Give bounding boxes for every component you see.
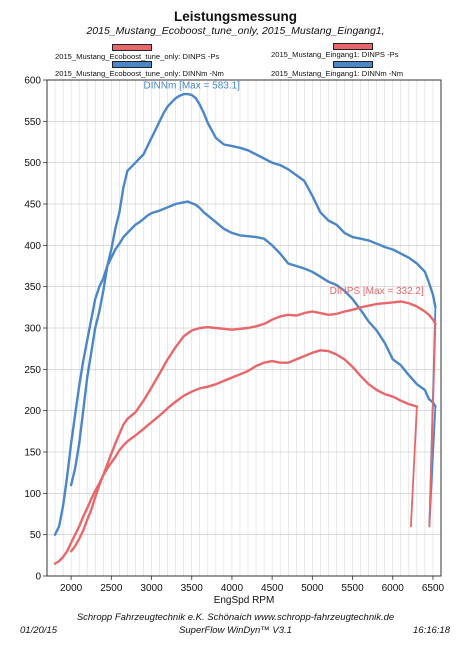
x-tick-label: 2000 [60, 583, 83, 594]
footer-date: 01/20/15 [20, 625, 57, 636]
annotation-0: DINNm [Max = 583.1] [144, 80, 241, 91]
series-line-3 [69, 300, 437, 553]
annotation-1: DINPS [Max = 332.2] [330, 286, 424, 297]
y-tick-label: 50 [30, 530, 42, 541]
y-tick-label: 500 [24, 158, 41, 169]
legend-swatch-tune-ps [112, 44, 152, 51]
legend-swatch-eingang-ps [333, 43, 373, 50]
y-tick-label: 450 [24, 200, 41, 211]
x-tick-label: 6000 [382, 583, 405, 594]
x-tick-label: 5500 [341, 583, 364, 594]
x-tick-label: 5000 [301, 583, 324, 594]
x-tick-label: 2500 [100, 583, 123, 594]
series-line-0 [53, 200, 437, 536]
series-tail-3 [428, 322, 437, 528]
y-tick-label: 300 [24, 324, 41, 335]
y-tick-label: 200 [24, 406, 41, 417]
legend-label-eingang-nm: 2015_Mustang_Eingang1: DINNm -Nm [271, 69, 404, 78]
x-tick-label: 4500 [261, 583, 284, 594]
chart-title: Leistungsmessung [173, 9, 298, 24]
x-axis-label: EngSpd RPM [214, 595, 275, 606]
y-tick-label: 150 [24, 448, 41, 459]
y-tick-label: 600 [24, 76, 41, 87]
y-tick-label: 100 [24, 489, 41, 500]
y-tick-label: 350 [24, 282, 41, 293]
legend-label-tune-ps: 2015_Mustang_Ecoboost_tune_only: DINPS -… [55, 52, 220, 61]
legend-swatch-tune-nm [112, 61, 152, 68]
footer-time: 16:16:18 [413, 625, 450, 636]
footer-software: SuperFlow WinDyn™ V3.1 [179, 625, 292, 636]
legend-label-eingang-ps: 2015_Mustang_Eingang1: DINPS -Ps [271, 50, 399, 59]
x-tick-label: 6500 [422, 583, 445, 594]
x-tick-label: 3500 [181, 583, 204, 594]
legend-label-tune-nm: 2015_Mustang_Ecoboost_tune_only: DINNm -… [55, 69, 224, 78]
series-tail-1 [409, 405, 418, 528]
series-line-1 [53, 349, 419, 565]
footer-company: Schropp Fahrzeugtechnik e.K. Schönaich w… [76, 612, 395, 623]
x-tick-label: 4000 [221, 583, 244, 594]
chart-subtitle: 2015_Mustang_Ecoboost_tune_only, 2015_Mu… [86, 25, 385, 37]
x-tick-label: 3000 [140, 583, 163, 594]
y-tick-label: 400 [24, 241, 41, 252]
series-line-2 [69, 92, 437, 487]
y-tick-label: 0 [35, 572, 41, 583]
dyno-chart: 0 50 100 150 200 250 300 350 400 450 500 550 600 2000… [24, 76, 445, 607]
y-tick-label: 550 [24, 117, 41, 128]
legend-swatch-eingang-nm [333, 61, 373, 68]
y-tick-label: 250 [24, 365, 41, 376]
